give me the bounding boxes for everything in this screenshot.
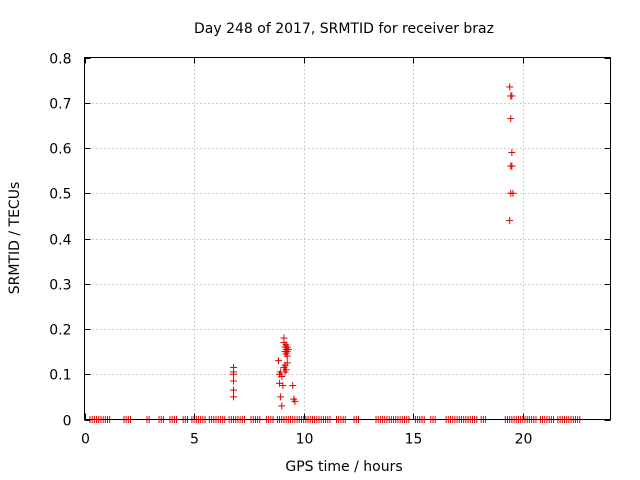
y-axis-label: SRMTID / TECUs <box>7 182 23 295</box>
y-tick-label: 0.3 <box>49 278 71 294</box>
x-tick-label: 5 <box>190 432 199 448</box>
x-tick-label: 0 <box>81 432 90 448</box>
data-point <box>279 382 287 390</box>
data-point <box>278 402 286 410</box>
y-tick-label: 0.4 <box>49 233 71 249</box>
data-point <box>278 373 286 381</box>
y-tick-label: 0.5 <box>49 187 71 203</box>
y-tick-label: 0.6 <box>49 142 71 158</box>
data-point <box>230 393 238 401</box>
data-point <box>508 92 516 100</box>
data-point <box>230 368 238 376</box>
y-tick-label: 0.8 <box>49 52 71 68</box>
x-tick-label: 20 <box>515 432 533 448</box>
data-point <box>291 397 299 405</box>
data-point <box>508 149 516 157</box>
y-tick-label: 0 <box>63 414 72 430</box>
data-point <box>230 386 238 394</box>
chart-title: Day 248 of 2017, SRMTID for receiver bra… <box>194 21 494 37</box>
data-point <box>274 357 282 365</box>
grid <box>84 57 611 420</box>
x-tick-label: 10 <box>296 432 314 448</box>
data-points <box>230 83 517 410</box>
data-point <box>506 83 514 91</box>
data-point <box>283 359 291 367</box>
data-point <box>230 377 238 385</box>
x-axis-label: GPS time / hours <box>285 459 402 475</box>
y-tick-label: 0.7 <box>49 97 71 113</box>
data-point <box>507 189 515 197</box>
data-point <box>507 162 515 170</box>
data-point <box>284 345 292 353</box>
data-point <box>507 115 515 123</box>
y-tick-label: 0.2 <box>49 323 71 339</box>
data-point <box>283 352 291 360</box>
data-point <box>282 366 290 374</box>
data-point <box>506 216 514 224</box>
plot-frame <box>84 57 611 420</box>
data-point <box>289 382 297 390</box>
x-tick-label: 15 <box>405 432 423 448</box>
y-tick-label: 0.1 <box>49 368 71 384</box>
data-point <box>277 393 285 401</box>
axis-ticks: 0 0.1 0.2 0.3 0.4 0.5 0.6 0.7 0.8 0 5 10 15 20 <box>49 52 611 448</box>
